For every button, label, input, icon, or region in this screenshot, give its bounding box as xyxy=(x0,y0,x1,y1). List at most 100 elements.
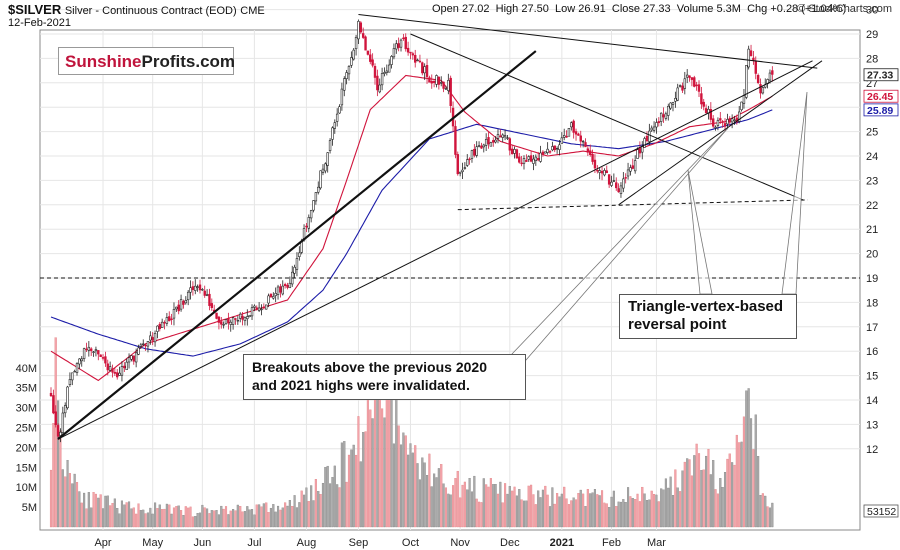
volume-tick-label: 40M xyxy=(16,363,37,375)
volume-bar xyxy=(674,469,677,528)
volume-bar xyxy=(90,507,93,528)
volume-bar xyxy=(489,478,492,528)
volume-bar xyxy=(66,460,69,528)
volume-bar xyxy=(657,501,660,528)
y-tick-label: 21 xyxy=(866,224,878,236)
volume-bar xyxy=(300,490,303,528)
candle-body xyxy=(742,95,746,104)
volume-bar xyxy=(591,492,594,528)
candle-body xyxy=(515,149,519,159)
y-tick-label: 16 xyxy=(866,346,878,358)
candle-body xyxy=(208,293,211,306)
candle-body xyxy=(584,142,587,148)
volume-bar xyxy=(631,498,634,528)
volume-bar xyxy=(480,502,483,528)
candle-body xyxy=(335,113,339,122)
candle-body xyxy=(685,74,689,78)
candle-body xyxy=(239,313,242,319)
candle-body xyxy=(700,93,703,105)
volume-bar xyxy=(603,502,606,528)
volume-bar xyxy=(468,478,471,528)
candle-body xyxy=(108,366,112,371)
volume-bar xyxy=(461,484,464,528)
candle-body xyxy=(243,317,247,322)
candle-body xyxy=(669,102,672,109)
volume-bar xyxy=(437,468,440,528)
volume-bar xyxy=(653,494,656,528)
volume-bar xyxy=(333,465,336,528)
volume-bar xyxy=(416,463,419,528)
y-tick-label: 17 xyxy=(866,322,878,334)
volume-bar xyxy=(404,435,407,528)
open-value: 27.02 xyxy=(461,3,490,15)
volume-bar xyxy=(615,506,618,528)
y-tick-label: 25 xyxy=(866,127,878,139)
volume-bar xyxy=(175,506,178,528)
candle-body xyxy=(196,286,199,288)
volume-bar xyxy=(168,504,171,528)
volume-tick-label: 25M xyxy=(16,423,37,435)
volume-bar xyxy=(362,432,365,528)
candle-body xyxy=(444,87,448,90)
volume-bar xyxy=(350,449,353,528)
candle-body xyxy=(191,286,195,290)
volume-bar xyxy=(286,505,289,528)
candle-body xyxy=(480,145,483,149)
candle-body xyxy=(106,363,109,371)
volume-bar xyxy=(768,507,772,528)
candle-body xyxy=(246,316,249,320)
volume-bar xyxy=(369,409,372,528)
candle-body xyxy=(447,80,450,91)
volume-bar xyxy=(347,454,351,528)
volume-bar xyxy=(113,498,116,528)
volume-bar xyxy=(92,492,95,528)
volume-bar xyxy=(373,380,377,528)
trendline xyxy=(57,50,537,440)
volume-bar xyxy=(418,479,421,528)
candle-body xyxy=(544,151,547,154)
candle-body xyxy=(633,160,637,172)
candle-body xyxy=(499,135,502,138)
trendlines xyxy=(57,13,823,440)
volume-bar xyxy=(243,511,246,528)
volume-bar xyxy=(643,493,646,528)
candle-body xyxy=(501,134,504,138)
breakout-line-2: and 2021 highs were invalidated. xyxy=(252,377,470,393)
candle-body xyxy=(671,102,675,105)
vertex-line-2: reversal point xyxy=(628,316,727,333)
candle-body xyxy=(475,146,478,156)
volume-bar xyxy=(695,443,698,528)
volume-bar xyxy=(759,495,762,528)
candle-body xyxy=(314,192,318,202)
candle-body xyxy=(690,77,694,80)
candle-body xyxy=(437,76,441,85)
trendline xyxy=(457,199,808,211)
candle-body xyxy=(655,122,658,128)
price-marker-label: 26.45 xyxy=(867,91,893,103)
candle-body xyxy=(231,317,235,325)
candle-body xyxy=(652,126,656,131)
volume-bar xyxy=(676,487,679,528)
volume-bar xyxy=(272,504,275,528)
candle-body xyxy=(650,127,653,131)
volume-bar xyxy=(560,493,563,528)
volume-bar xyxy=(449,494,452,528)
volume-bar xyxy=(352,444,355,528)
y-tick-label: 24 xyxy=(866,151,878,163)
candle-body xyxy=(142,343,145,345)
candle-body xyxy=(118,372,121,376)
candle-body xyxy=(468,158,471,161)
candle-body xyxy=(361,33,365,38)
candle-body xyxy=(130,355,133,360)
volume-bar xyxy=(589,493,592,528)
volume-marker-label: 53152 xyxy=(867,506,896,518)
candle-body xyxy=(85,348,88,351)
volume-bar xyxy=(686,458,689,528)
low-value: 26.91 xyxy=(578,3,606,15)
candle-body xyxy=(326,152,329,166)
candle-body xyxy=(354,36,358,50)
candle-body xyxy=(78,358,81,365)
candle-body xyxy=(513,149,516,154)
volume-bar xyxy=(97,497,100,528)
